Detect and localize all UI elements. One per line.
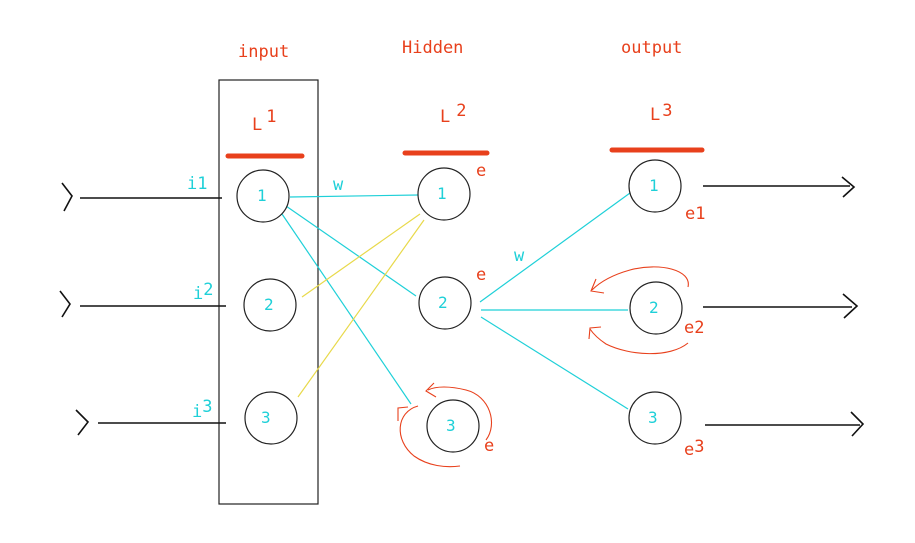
hidden-node-2-label: 2 xyxy=(438,293,448,312)
output-error-label-3: e3 xyxy=(684,437,705,460)
hidden-node-3: 3 xyxy=(426,399,480,453)
cyan-connections xyxy=(281,192,631,410)
hidden-error-label-2: e xyxy=(476,265,486,285)
input-layer-box xyxy=(218,79,319,505)
output-node-2: 2 xyxy=(629,281,683,335)
input-node-2-label: 2 xyxy=(264,295,274,314)
hidden-node-1-label: 1 xyxy=(437,184,447,203)
input-label-i2: i2 xyxy=(193,280,214,304)
hidden-error-label-3: e xyxy=(484,436,494,456)
input-node-3: 3 xyxy=(244,391,298,445)
hidden-node-2: 2 xyxy=(418,276,472,330)
hidden-node-1: 1 xyxy=(417,167,471,221)
feedback-arrows-hidden-3 xyxy=(397,382,493,468)
output-node-2-label: 2 xyxy=(649,298,659,317)
input-node-3-label: 3 xyxy=(261,408,271,427)
yellow-connections xyxy=(297,213,425,398)
output-arrows xyxy=(703,176,865,437)
output-error-label-2: e2 xyxy=(684,318,705,338)
feedback-arrows-output-2 xyxy=(588,266,689,355)
output-node-1: 1 xyxy=(628,159,682,213)
output-node-3-label: 3 xyxy=(648,408,658,427)
output-node-3: 3 xyxy=(628,391,682,445)
input-label-i3: i3 xyxy=(192,397,213,422)
hidden-error-label-1: e xyxy=(476,161,486,181)
layer-title-output: output xyxy=(621,38,682,58)
weight-label-2: w xyxy=(514,246,525,266)
output-node-1-label: 1 xyxy=(649,176,659,195)
output-error-label-1: e1 xyxy=(685,204,706,224)
input-node-1: 1 xyxy=(236,169,290,223)
input-label-i1: i1 xyxy=(187,174,208,194)
hidden-node-3-label: 3 xyxy=(446,416,456,435)
input-node-1-label: 1 xyxy=(257,186,267,205)
layer-title-hidden: Hidden xyxy=(402,38,463,58)
input-arrows xyxy=(59,182,226,436)
weight-label-1: w xyxy=(333,175,344,195)
input-node-2: 2 xyxy=(243,278,297,332)
layer-title-input: input xyxy=(238,42,289,62)
